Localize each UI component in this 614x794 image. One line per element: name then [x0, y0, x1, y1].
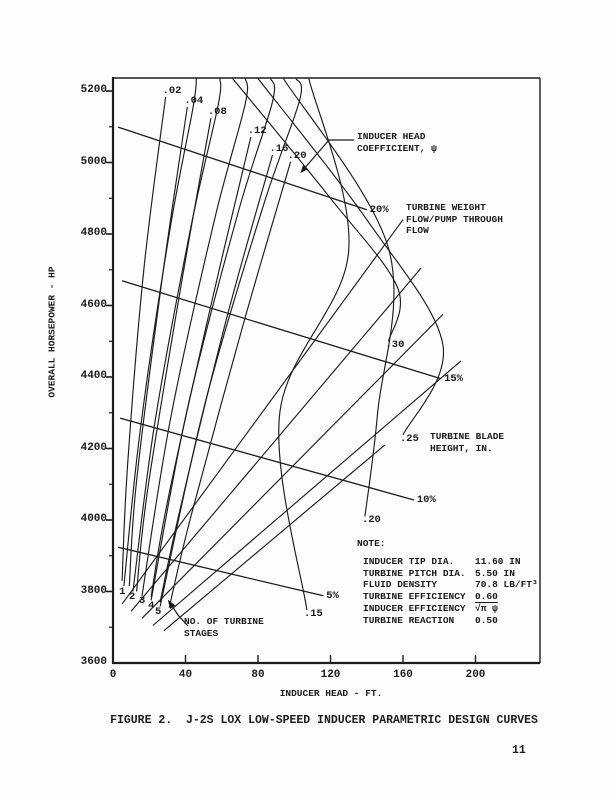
y-tick-label-4200: 4200	[80, 441, 107, 454]
curve-stages-3	[141, 78, 249, 596]
y-tick-label-3800: 3800	[80, 584, 107, 597]
y-tick-label-3600: 3600	[80, 656, 107, 668]
curve-flow-5	[117, 546, 324, 597]
figure-caption: FIGURE 2. J-2S LOX LOW-SPEED INDUCER PAR…	[110, 714, 538, 727]
curve-label-psi-08: .08	[207, 106, 227, 119]
curve-psi-08	[136, 118, 212, 592]
curve-fan	[163, 444, 386, 632]
x-tick-label-80: 80	[251, 669, 265, 681]
curve-label-psi-12: .12	[247, 125, 267, 138]
curve-psi-04	[128, 107, 188, 587]
curve-fan	[130, 267, 422, 612]
head-coeff-arrowhead-icon	[300, 164, 309, 174]
curve-label-psi-02: .02	[162, 85, 182, 98]
curve-label-flow-5: 5%	[326, 589, 339, 602]
note-row: TURBINE PITCH DIA. 5.50 IN	[363, 568, 538, 580]
note-row-value: 11.60 IN	[475, 556, 521, 567]
curve-label-psi-04: .04	[184, 95, 204, 108]
curve-flow-10	[119, 417, 415, 501]
note-block: INDUCER TIP DIA. 11.60 IN TURBINE PITCH DI…	[363, 556, 538, 626]
head-coeff-leader-line	[302, 139, 354, 171]
callout-line: TURBINE BLADE	[430, 431, 505, 442]
note-row-label: TURBINE EFFICIENCY	[363, 591, 466, 603]
note-row-value: 0.50	[475, 614, 498, 626]
note-row-label: FLUID DENSITY	[363, 579, 438, 591]
curve-label-blade-20: .20	[361, 514, 381, 527]
x-tick-label-160: 160	[393, 669, 413, 681]
note-title: NOTE:	[357, 538, 386, 549]
curve-label-stages-5: 5	[154, 605, 162, 618]
curve-label-blade-30: .30	[385, 339, 405, 352]
turbine-blade-height-callout: TURBINE BLADE HEIGHT, IN.	[430, 431, 504, 454]
note-row: INDUCER EFFICIENCY √π ψ	[363, 603, 538, 615]
curve-label-stages-4: 4	[148, 600, 155, 613]
note-row-value: 5.50 IN	[475, 567, 515, 579]
curve-label-stages-2: 2	[129, 590, 136, 603]
turbine-stages-callout: NO. OF TURBINE STAGES	[184, 616, 264, 639]
curve-psi-20	[168, 161, 292, 608]
callout-line: HEIGHT, IN.	[430, 442, 493, 454]
y-tick-label-4000: 4000	[80, 513, 107, 525]
note-row-label: INDUCER TIP DIA.	[363, 556, 455, 567]
y-tick-label-5000: 5000	[80, 155, 107, 168]
y-axis-title: OVERALL HORSEPOWER - HP	[46, 266, 58, 398]
page-number: 11	[512, 744, 526, 757]
curve-stages-4	[150, 78, 276, 601]
callout-line: COEFFICIENT, ψ	[357, 142, 437, 154]
y-tick-label-4600: 4600	[80, 298, 107, 311]
x-tick-label-0: 0	[109, 669, 117, 681]
callout-line: TURBINE WEIGHT	[406, 202, 486, 213]
x-tick-label-120: 120	[320, 669, 341, 681]
note-row-label: INDUCER EFFICIENCY	[363, 602, 466, 614]
curve-label-flow-20: 20%	[369, 203, 389, 216]
curve-psi-16	[159, 154, 274, 603]
curve-label-stages-3: 3	[139, 595, 146, 608]
curve-fan	[152, 360, 462, 626]
inducer-head-coefficient-callout: INDUCER HEAD COEFFICIENT, ψ	[357, 131, 437, 154]
curve-blade-15	[278, 78, 350, 611]
curve-label-stages-1: 1	[119, 585, 126, 598]
curve-flow-15	[121, 280, 442, 380]
turbine-weight-flow-callout: TURBINE WEIGHT FLOW/PUMP THROUGH FLOW	[406, 202, 503, 237]
y-tick-label-4800: 4800	[80, 227, 107, 239]
y-tick-label-4400: 4400	[80, 370, 107, 382]
callout-line: NO. OF TURBINE	[184, 616, 264, 627]
note-row-label: TURBINE REACTION	[363, 614, 455, 626]
note-row-value: √π ψ	[475, 602, 498, 614]
curve-label-flow-10: 10%	[416, 493, 436, 506]
curve-label-flow-15: 15%	[444, 372, 463, 385]
curve-stages-2	[132, 78, 222, 592]
note-row: TURBINE REACTION 0.50	[363, 615, 538, 627]
callout-line: INDUCER HEAD	[357, 131, 426, 142]
note-row: TURBINE EFFICIENCY 0.60	[363, 591, 538, 603]
callout-line: FLOW	[406, 225, 429, 237]
x-axis-title: INDUCER HEAD - FT.	[279, 688, 383, 699]
curve-label-blade-25: .25	[400, 432, 419, 445]
stages-arrowhead-icon	[167, 599, 176, 609]
curve-label-psi-20: .20	[287, 149, 307, 162]
x-tick-label-40: 40	[178, 669, 193, 681]
note-row-value: 0.60	[475, 591, 498, 603]
callout-line: FLOW/PUMP THROUGH	[406, 213, 503, 225]
note-row: INDUCER TIP DIA. 11.60 IN	[363, 556, 538, 568]
curve-psi-12	[150, 136, 252, 597]
curve-fan	[121, 219, 404, 605]
note-row-value: 70.8 LB/FT³	[475, 579, 538, 591]
note-row: FLUID DENSITY 70.8 LB/FT³	[363, 579, 538, 591]
curve-label-psi-16: .16	[269, 142, 289, 155]
callout-line: STAGES	[184, 627, 219, 639]
curve-stages-1	[123, 78, 197, 587]
x-tick-label-200: 200	[465, 669, 486, 681]
curve-blade-25	[257, 78, 445, 436]
curve-psi-02	[121, 97, 167, 581]
y-tick-label-5200: 5200	[80, 84, 107, 96]
curve-label-blade-15: .15	[303, 608, 323, 621]
note-row-label: TURBINE PITCH DIA.	[363, 567, 466, 579]
